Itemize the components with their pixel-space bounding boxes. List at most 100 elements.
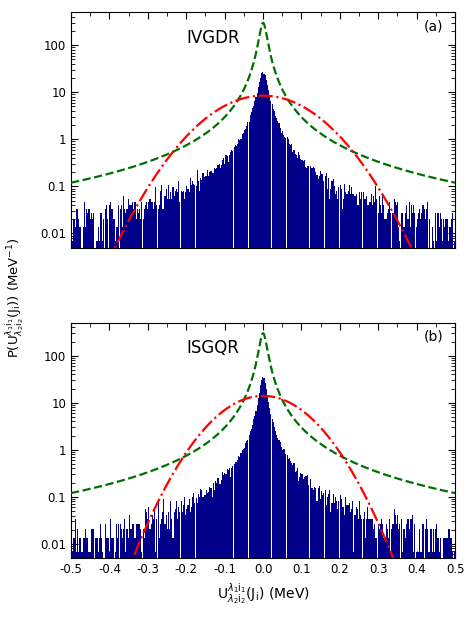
Bar bbox=[339, 185, 341, 620]
Bar bbox=[293, 463, 294, 620]
Bar bbox=[226, 474, 227, 620]
Bar bbox=[333, 494, 334, 620]
Bar bbox=[103, 219, 104, 620]
Bar bbox=[335, 194, 336, 620]
Bar bbox=[318, 179, 319, 620]
Bar bbox=[154, 202, 155, 620]
Bar bbox=[204, 177, 205, 620]
Bar bbox=[161, 185, 162, 620]
Bar bbox=[430, 529, 432, 620]
Bar bbox=[302, 161, 304, 620]
Bar bbox=[173, 197, 175, 620]
Bar bbox=[221, 164, 222, 620]
Bar bbox=[331, 181, 333, 620]
Bar bbox=[366, 519, 367, 620]
Bar bbox=[454, 241, 455, 620]
Bar bbox=[191, 185, 192, 620]
Bar bbox=[235, 462, 236, 620]
Bar bbox=[106, 538, 107, 620]
Bar bbox=[77, 208, 78, 620]
Bar bbox=[389, 202, 390, 620]
Bar bbox=[446, 538, 447, 620]
Bar bbox=[237, 144, 238, 620]
Bar bbox=[159, 538, 160, 620]
Bar bbox=[189, 192, 190, 620]
Bar bbox=[291, 144, 292, 620]
Bar bbox=[210, 488, 211, 620]
Bar bbox=[401, 213, 403, 620]
Bar bbox=[93, 529, 94, 620]
Bar bbox=[144, 208, 145, 620]
Bar bbox=[373, 529, 374, 620]
Bar bbox=[364, 512, 365, 620]
Bar bbox=[419, 529, 420, 620]
Bar bbox=[312, 488, 313, 620]
Bar bbox=[267, 396, 268, 620]
Bar bbox=[373, 197, 374, 620]
Bar bbox=[214, 168, 215, 620]
Bar bbox=[133, 523, 135, 620]
Bar bbox=[361, 192, 363, 620]
Bar bbox=[101, 538, 102, 620]
Bar bbox=[376, 199, 377, 620]
Bar bbox=[339, 495, 341, 620]
Bar bbox=[258, 398, 259, 620]
Text: $\mathrm{P(U}^{\lambda_1 \mathrm{i}_1}_{\lambda_2 \mathrm{i}_2}\mathrm{(J_i))\ (: $\mathrm{P(U}^{\lambda_1 \mathrm{i}_1}_{… bbox=[3, 237, 26, 358]
Bar bbox=[410, 519, 411, 620]
Bar bbox=[450, 538, 451, 620]
Bar bbox=[335, 497, 336, 620]
Bar bbox=[227, 156, 228, 620]
Bar bbox=[429, 552, 430, 620]
Bar bbox=[72, 241, 73, 620]
Bar bbox=[426, 208, 427, 620]
Bar bbox=[434, 552, 435, 620]
Bar bbox=[421, 213, 422, 620]
Bar bbox=[87, 213, 88, 620]
Bar bbox=[196, 498, 197, 620]
Bar bbox=[84, 538, 85, 620]
Bar bbox=[220, 484, 221, 620]
Bar bbox=[307, 166, 309, 620]
Bar bbox=[132, 523, 133, 620]
Bar bbox=[388, 208, 389, 620]
Bar bbox=[224, 164, 226, 620]
Bar bbox=[194, 503, 195, 620]
Bar bbox=[145, 510, 146, 620]
Bar bbox=[312, 168, 313, 620]
Bar bbox=[345, 192, 346, 620]
Bar bbox=[299, 156, 301, 620]
Bar bbox=[266, 81, 267, 620]
Bar bbox=[251, 428, 252, 620]
Bar bbox=[283, 449, 284, 620]
Bar bbox=[306, 168, 307, 620]
Bar bbox=[177, 192, 178, 620]
Bar bbox=[164, 197, 165, 620]
Bar bbox=[193, 493, 194, 620]
Bar bbox=[198, 181, 199, 620]
Bar bbox=[185, 192, 186, 620]
Bar bbox=[232, 466, 234, 620]
Bar bbox=[322, 174, 323, 620]
Bar bbox=[392, 523, 393, 620]
Bar bbox=[77, 529, 78, 620]
Bar bbox=[244, 130, 245, 620]
Bar bbox=[350, 512, 351, 620]
Bar bbox=[441, 219, 442, 620]
Bar bbox=[372, 519, 373, 620]
Bar bbox=[72, 552, 73, 620]
Bar bbox=[97, 538, 98, 620]
Bar bbox=[435, 529, 436, 620]
Bar bbox=[182, 192, 183, 620]
Bar bbox=[191, 507, 192, 620]
Bar bbox=[82, 538, 84, 620]
Bar bbox=[138, 213, 139, 620]
Bar bbox=[444, 538, 446, 620]
Bar bbox=[146, 202, 147, 620]
Bar bbox=[417, 219, 418, 620]
Bar bbox=[268, 402, 269, 620]
Bar bbox=[366, 197, 367, 620]
Bar bbox=[123, 197, 124, 620]
Bar bbox=[347, 190, 349, 620]
Bar bbox=[314, 487, 315, 620]
Bar bbox=[235, 145, 236, 620]
